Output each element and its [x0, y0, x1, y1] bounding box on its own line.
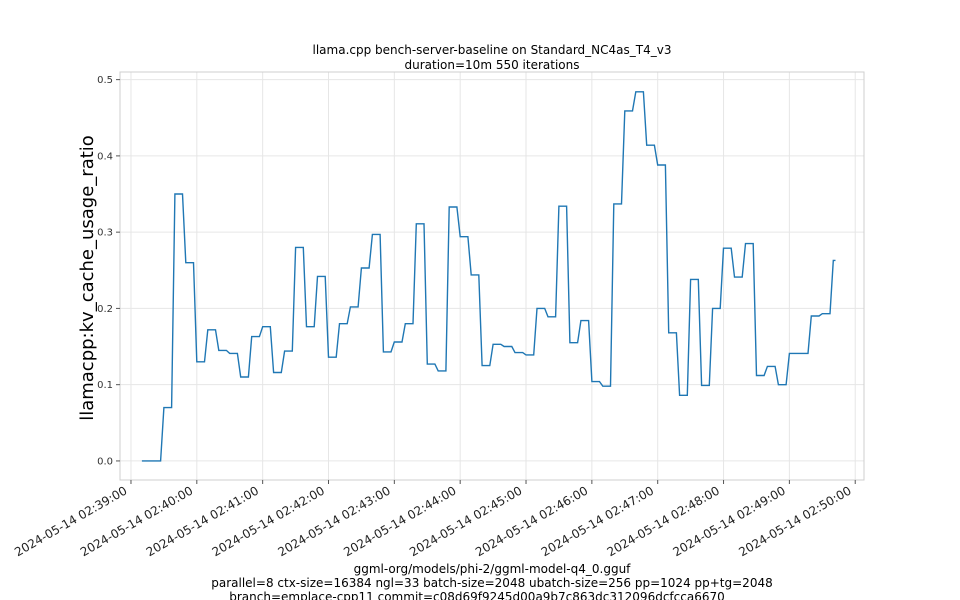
- x-tick-label: 2024-05-14 02:49:00: [671, 483, 788, 559]
- x-tick-label: 2024-05-14 02:47:00: [539, 483, 656, 559]
- plot-area: [119, 71, 865, 481]
- x-tick-label: 2024-05-14 02:48:00: [605, 483, 722, 559]
- x-tick-label: 2024-05-14 02:50:00: [736, 483, 853, 559]
- series-line: [141, 91, 836, 462]
- gridlines: [120, 72, 864, 480]
- y-tick-label: 0.2: [97, 304, 113, 315]
- x-tick-label: 2024-05-14 02:39:00: [12, 483, 129, 559]
- x-tick-label: 2024-05-14 02:43:00: [275, 483, 392, 559]
- y-tick-label: 0.4: [97, 151, 113, 162]
- y-axis: 0.0 0.1 0.2 0.3 0.4 0.5: [97, 75, 120, 467]
- x-tick-label: 2024-05-14 02:45:00: [407, 483, 524, 559]
- footer-line-3: branch=emplace-cpp11 commit=c08d69f9245d…: [229, 590, 724, 600]
- y-tick-label: 0.3: [97, 228, 113, 239]
- footer-line-2: parallel=8 ctx-size=16384 ngl=33 batch-s…: [211, 576, 772, 590]
- chart-title: llama.cpp bench-server-baseline on Stand…: [313, 43, 672, 57]
- x-tick-label: 2024-05-14 02:42:00: [210, 483, 327, 559]
- series-group: [141, 91, 836, 462]
- x-tick-label: 2024-05-14 02:41:00: [144, 483, 261, 559]
- x-tick-label: 2024-05-14 02:46:00: [473, 483, 590, 559]
- y-tick-label: 0.0: [97, 456, 113, 467]
- y-tick-label: 0.1: [97, 380, 113, 391]
- footer-line-1: ggml-org/models/phi-2/ggml-model-q4_0.gg…: [354, 562, 632, 576]
- x-tick-label: 2024-05-14 02:40:00: [78, 483, 195, 559]
- chart-subtitle: duration=10m 550 iterations: [405, 58, 580, 72]
- y-tick-label: 0.5: [97, 75, 113, 86]
- x-tick-label: 2024-05-14 02:44:00: [341, 483, 458, 559]
- y-axis-label: llamacpp:kv_cache_usage_ratio: [77, 135, 98, 421]
